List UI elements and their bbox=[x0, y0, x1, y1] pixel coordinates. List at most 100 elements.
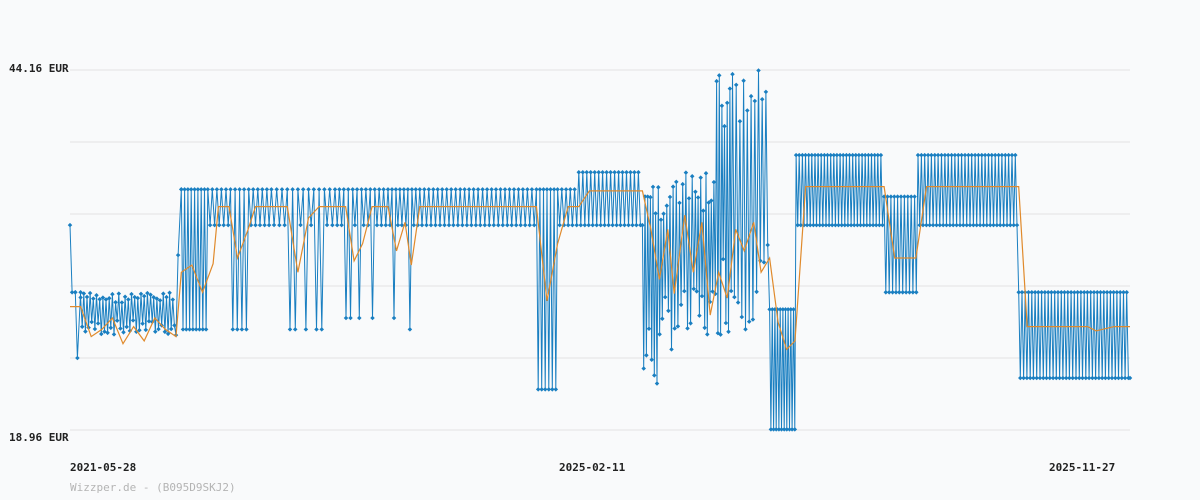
price-point bbox=[341, 187, 347, 192]
price-point bbox=[703, 171, 709, 176]
price-point bbox=[116, 291, 122, 296]
price-point bbox=[203, 327, 209, 332]
price-point bbox=[1037, 375, 1043, 381]
price-point bbox=[444, 187, 449, 192]
price-point bbox=[324, 222, 330, 228]
price-point bbox=[279, 187, 285, 192]
price-point bbox=[618, 222, 623, 228]
price-point bbox=[1116, 375, 1121, 381]
price-point bbox=[184, 327, 189, 332]
price-point bbox=[675, 324, 681, 329]
price-point bbox=[588, 170, 593, 175]
price-point bbox=[626, 222, 631, 228]
price-point bbox=[1027, 375, 1033, 381]
price-point bbox=[878, 152, 884, 158]
price-point bbox=[393, 187, 399, 192]
price-point bbox=[596, 170, 601, 175]
price-point bbox=[197, 327, 202, 332]
price-point bbox=[527, 222, 532, 228]
price-point bbox=[257, 222, 263, 228]
price-point bbox=[657, 332, 662, 337]
price-point bbox=[167, 290, 172, 296]
price-point bbox=[689, 174, 695, 179]
price-point bbox=[282, 222, 287, 228]
price-point bbox=[777, 307, 783, 312]
price-point bbox=[113, 300, 118, 305]
price-point bbox=[1121, 290, 1126, 295]
price-point bbox=[114, 318, 120, 323]
price-point bbox=[768, 427, 774, 432]
price-point bbox=[1122, 375, 1128, 381]
price-point bbox=[376, 187, 382, 192]
price-point bbox=[73, 290, 78, 295]
price-point bbox=[1103, 375, 1108, 381]
price-point bbox=[661, 211, 666, 216]
price-point bbox=[792, 427, 798, 432]
price-point bbox=[89, 319, 94, 325]
price-point bbox=[693, 189, 698, 195]
price-point bbox=[732, 294, 737, 300]
price-point bbox=[271, 222, 277, 228]
price-point bbox=[395, 222, 401, 228]
price-point bbox=[683, 170, 689, 175]
price-point bbox=[612, 170, 617, 175]
price-point bbox=[419, 222, 425, 228]
price-point bbox=[674, 179, 679, 185]
price-point bbox=[781, 427, 787, 432]
price-point bbox=[1101, 290, 1107, 295]
price-point bbox=[572, 187, 577, 192]
price-point bbox=[407, 327, 413, 332]
price-point bbox=[130, 318, 136, 323]
price-point bbox=[161, 291, 166, 296]
price-point bbox=[87, 290, 93, 296]
price-point bbox=[664, 203, 670, 208]
price-point bbox=[656, 185, 661, 190]
price-point bbox=[670, 184, 676, 189]
price-point bbox=[266, 222, 272, 228]
price-point bbox=[1042, 290, 1048, 295]
price-point bbox=[1018, 375, 1023, 381]
price-point bbox=[91, 296, 96, 301]
price-point bbox=[460, 222, 465, 228]
price-point bbox=[1073, 375, 1079, 381]
price-point bbox=[462, 187, 467, 192]
price-point bbox=[1072, 290, 1077, 295]
price-point bbox=[771, 427, 776, 432]
price-point bbox=[746, 319, 752, 324]
price-point bbox=[550, 387, 555, 392]
price-point bbox=[650, 184, 656, 190]
price-point bbox=[140, 321, 145, 326]
price-point bbox=[424, 222, 429, 228]
price-point bbox=[695, 195, 701, 200]
price-point bbox=[723, 320, 729, 326]
price-point bbox=[274, 187, 279, 192]
price-point bbox=[106, 296, 112, 301]
price-point bbox=[502, 187, 508, 192]
price-point bbox=[1045, 290, 1051, 295]
price-point bbox=[221, 222, 226, 228]
price-point bbox=[694, 289, 699, 294]
price-point bbox=[788, 307, 794, 312]
price-point bbox=[726, 329, 731, 334]
price-point bbox=[496, 222, 501, 228]
price-point bbox=[164, 294, 169, 300]
price-point bbox=[697, 313, 702, 318]
price-point bbox=[214, 187, 220, 192]
x-tick-label-end: 2025-11-27 bbox=[1049, 461, 1115, 474]
price-point bbox=[789, 427, 795, 432]
price-point bbox=[262, 222, 267, 228]
price-point bbox=[437, 222, 443, 228]
price-point bbox=[649, 357, 654, 362]
price-point bbox=[565, 222, 571, 228]
price-point bbox=[1062, 290, 1067, 295]
price-point bbox=[761, 260, 767, 265]
price-point bbox=[246, 187, 251, 192]
price-point bbox=[787, 427, 792, 432]
price-point bbox=[1093, 375, 1098, 381]
price-point bbox=[239, 327, 245, 332]
price-point bbox=[287, 327, 293, 332]
price-point bbox=[345, 187, 351, 192]
price-point bbox=[339, 222, 344, 228]
price-point bbox=[507, 187, 512, 192]
